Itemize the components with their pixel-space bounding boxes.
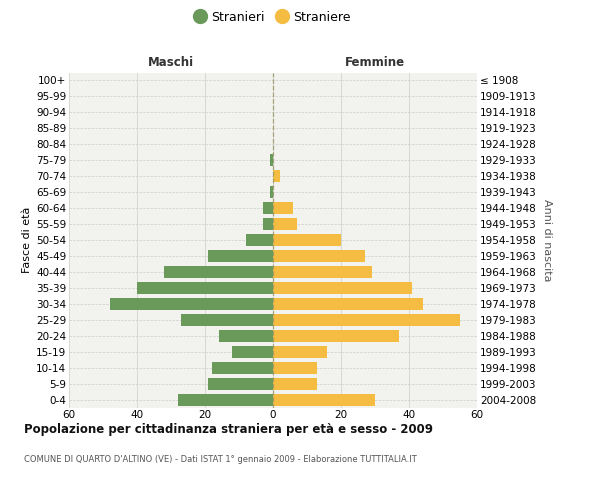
Bar <box>218 330 273 342</box>
Bar <box>212 362 273 374</box>
Bar <box>164 266 273 278</box>
Bar <box>273 266 371 278</box>
Bar <box>181 314 273 326</box>
Bar <box>137 282 273 294</box>
Bar <box>273 378 317 390</box>
Text: Femmine: Femmine <box>345 56 405 70</box>
Bar <box>208 378 273 390</box>
Bar <box>246 234 273 246</box>
Bar <box>178 394 273 406</box>
Bar <box>110 298 273 310</box>
Bar <box>273 346 328 358</box>
Bar <box>208 250 273 262</box>
Bar <box>273 234 341 246</box>
Bar <box>273 314 460 326</box>
Legend: Stranieri, Straniere: Stranieri, Straniere <box>190 6 356 29</box>
Bar <box>273 282 412 294</box>
Bar <box>273 218 297 230</box>
Text: Maschi: Maschi <box>148 56 194 70</box>
Y-axis label: Fasce di età: Fasce di età <box>22 207 32 273</box>
Text: COMUNE DI QUARTO D'ALTINO (VE) - Dati ISTAT 1° gennaio 2009 - Elaborazione TUTTI: COMUNE DI QUARTO D'ALTINO (VE) - Dati IS… <box>24 455 417 464</box>
Bar <box>273 202 293 214</box>
Bar <box>232 346 273 358</box>
Bar <box>269 186 273 198</box>
Bar <box>273 298 422 310</box>
Bar <box>273 170 280 182</box>
Bar <box>273 362 317 374</box>
Bar <box>263 202 273 214</box>
Bar <box>269 154 273 166</box>
Text: Popolazione per cittadinanza straniera per età e sesso - 2009: Popolazione per cittadinanza straniera p… <box>24 422 433 436</box>
Bar <box>273 394 375 406</box>
Bar <box>273 330 399 342</box>
Y-axis label: Anni di nascita: Anni di nascita <box>542 198 552 281</box>
Bar <box>263 218 273 230</box>
Bar <box>273 250 365 262</box>
